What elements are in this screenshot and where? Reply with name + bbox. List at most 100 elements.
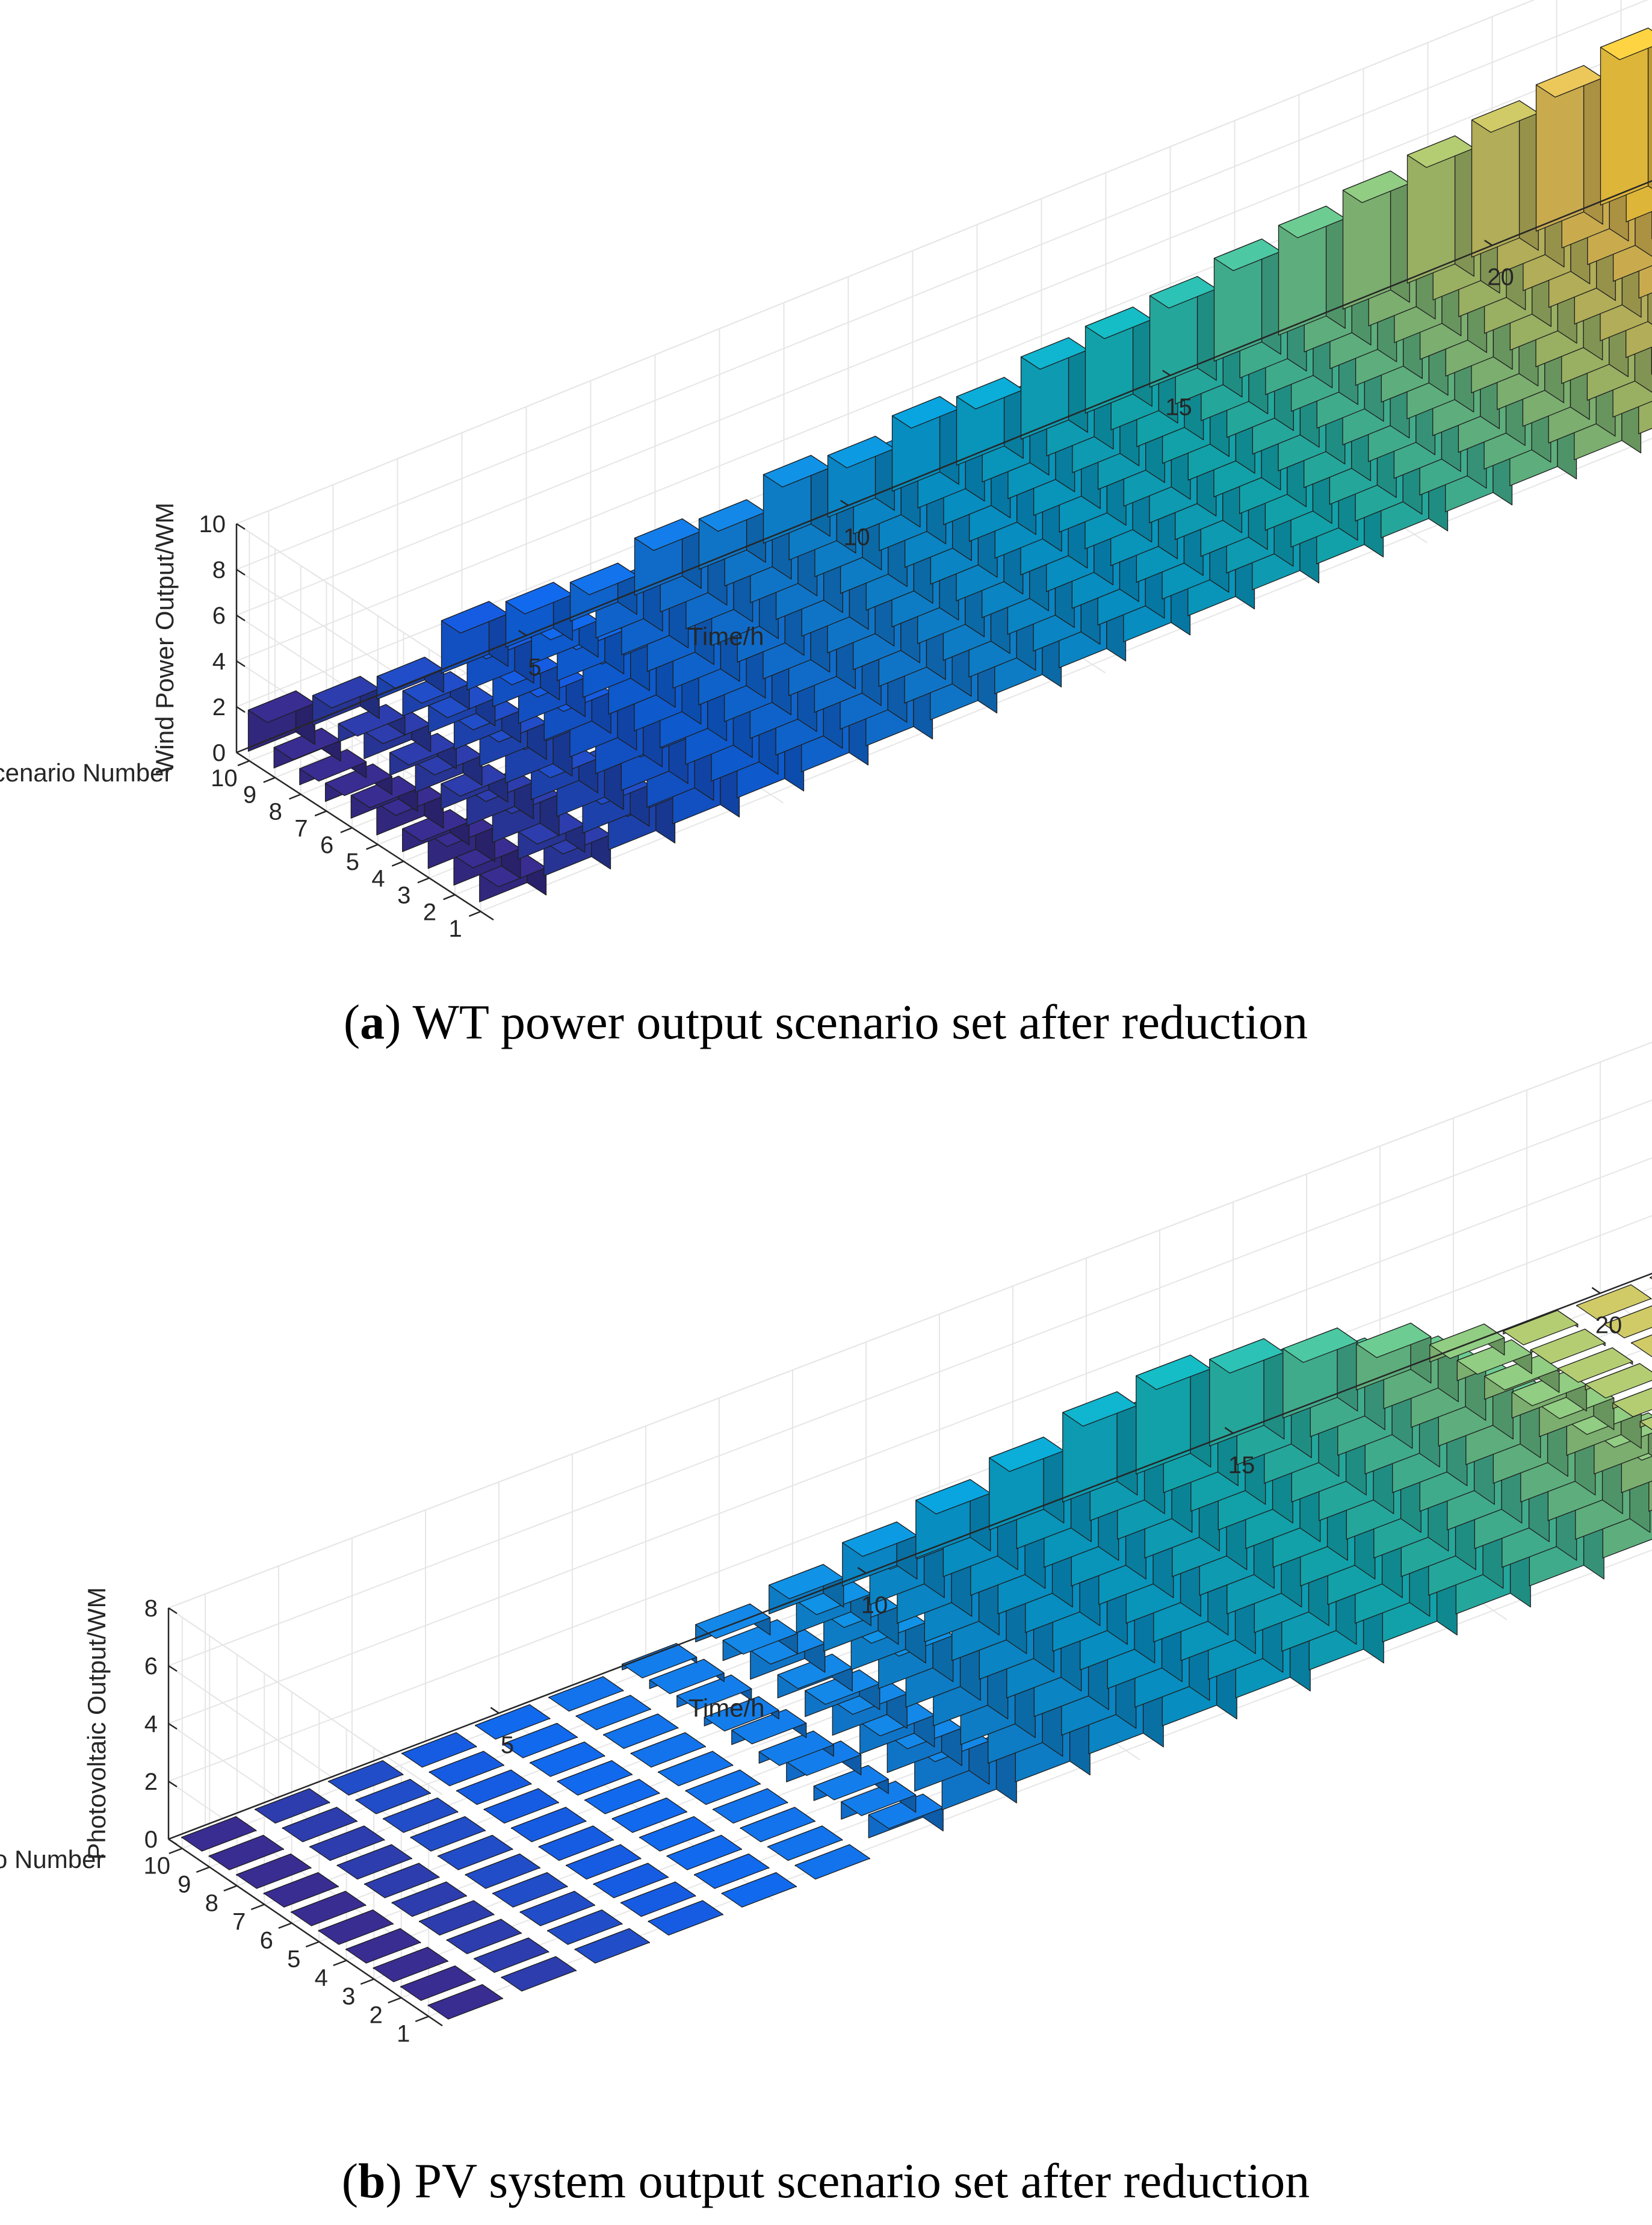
bar bbox=[704, 1696, 779, 1732]
bar-top-face bbox=[1530, 1329, 1606, 1364]
bar-top-face bbox=[519, 1890, 595, 1926]
bar-top-face bbox=[620, 1881, 696, 1917]
bar-top-face bbox=[1576, 1284, 1652, 1320]
y-tick-label: 7 bbox=[232, 1909, 246, 1935]
bar bbox=[827, 435, 895, 518]
bar-top-face bbox=[538, 1825, 614, 1861]
bar bbox=[763, 455, 831, 544]
bar-top-face bbox=[299, 749, 367, 782]
bar bbox=[181, 1816, 257, 1852]
z-tick-label: 4 bbox=[144, 1711, 158, 1737]
caption-b: (b) PV system output scenario set after … bbox=[342, 2153, 1310, 2208]
y-tick-mark bbox=[417, 877, 430, 884]
caption-a-open-paren: ( bbox=[344, 995, 360, 1049]
bar bbox=[685, 1769, 761, 1805]
bar-top-face bbox=[584, 1778, 660, 1814]
bar bbox=[891, 396, 959, 492]
bar-top-face bbox=[694, 1853, 770, 1889]
bar-top-face bbox=[328, 1760, 404, 1796]
bar bbox=[1356, 1323, 1432, 1391]
y-tick-label: 2 bbox=[423, 899, 436, 925]
bar bbox=[989, 1436, 1065, 1531]
bar bbox=[1612, 1387, 1652, 1417]
bar-top-face bbox=[236, 1853, 312, 1889]
y-tick-label: 10 bbox=[211, 765, 238, 792]
z-tick-label: 2 bbox=[144, 1769, 158, 1795]
x-tick-mark bbox=[1484, 240, 1493, 246]
bar-top-face bbox=[622, 1643, 698, 1678]
bar-top-face bbox=[373, 1946, 448, 1982]
bar bbox=[1471, 100, 1539, 258]
y-tick-label: 5 bbox=[346, 849, 359, 875]
bar-top-face bbox=[263, 1872, 339, 1908]
z-tick-label: 4 bbox=[212, 648, 226, 675]
bar-side-face bbox=[1647, 27, 1652, 189]
bar bbox=[1084, 306, 1152, 414]
bar-top-face bbox=[383, 1797, 459, 1833]
y-tick-mark bbox=[223, 1885, 238, 1892]
bar bbox=[1278, 205, 1346, 336]
bar-top-face bbox=[355, 1778, 431, 1814]
bar-top-face bbox=[566, 1844, 642, 1880]
y-tick-label: 4 bbox=[371, 866, 385, 892]
caption-a: (a) WT power output scenario set after r… bbox=[344, 995, 1308, 1049]
bar bbox=[318, 1909, 394, 1945]
z-tick-mark bbox=[168, 1665, 178, 1672]
bar bbox=[474, 1937, 549, 1973]
bar bbox=[505, 582, 573, 648]
bar-top-face bbox=[419, 1900, 495, 1936]
bar bbox=[842, 1521, 918, 1587]
bar bbox=[530, 1741, 605, 1777]
z-tick-mark bbox=[236, 706, 246, 713]
bar-top-face bbox=[364, 1863, 440, 1899]
y-tick-label: 2 bbox=[370, 2002, 383, 2029]
bar-top-face bbox=[676, 1674, 752, 1710]
z-axis: 0 2 4 6 8 10 Wind Power Output/WM bbox=[150, 503, 246, 774]
y-tick-label: 3 bbox=[397, 883, 410, 909]
bar-top-face bbox=[1631, 1334, 1652, 1358]
bar-top-face bbox=[649, 1659, 725, 1695]
bar-side-face bbox=[1454, 135, 1474, 277]
bar-top-face bbox=[456, 1769, 532, 1805]
y-tick-label: 6 bbox=[320, 832, 333, 858]
z-tick-mark bbox=[168, 1780, 178, 1788]
bar bbox=[309, 1825, 385, 1861]
bar bbox=[446, 1919, 522, 1955]
bar bbox=[312, 675, 380, 726]
bar bbox=[547, 1909, 623, 1945]
bar-top-face bbox=[639, 1816, 715, 1852]
z-tick-label: 6 bbox=[144, 1653, 158, 1680]
bar bbox=[648, 1900, 723, 1936]
caption-b-close-paren: ) bbox=[386, 2153, 415, 2208]
bar-side-face bbox=[1583, 65, 1603, 225]
x-tick-mark bbox=[840, 500, 849, 506]
bar bbox=[1342, 170, 1410, 310]
bar-top-face bbox=[1282, 1327, 1358, 1363]
bar bbox=[1406, 135, 1474, 284]
box-edge bbox=[236, 0, 1535, 524]
bar-top-face bbox=[181, 1816, 257, 1852]
y-tick-mark bbox=[289, 793, 302, 800]
bar-top-face bbox=[1585, 1363, 1652, 1398]
z-axis: 0 2 4 6 8 Photovoltaic Output/WM bbox=[82, 1587, 178, 1860]
bar bbox=[721, 1872, 797, 1908]
caption-b-letter: b bbox=[358, 2153, 386, 2208]
bar bbox=[569, 562, 637, 622]
bar bbox=[575, 1695, 651, 1731]
y-axis-line bbox=[168, 1838, 443, 2027]
y-tick-mark bbox=[314, 810, 327, 817]
x-tick-label: 20 bbox=[1595, 1312, 1623, 1338]
bar bbox=[299, 749, 367, 786]
bar-top-face bbox=[502, 1722, 578, 1758]
bar bbox=[1535, 65, 1603, 232]
z-tick-mark bbox=[236, 660, 246, 668]
bar-top-face bbox=[391, 1881, 467, 1917]
z-tick-label: 10 bbox=[199, 511, 226, 538]
y-tick-mark bbox=[196, 1866, 210, 1873]
bar-top-face bbox=[548, 1676, 624, 1712]
caption-b-open-paren: ( bbox=[342, 2153, 358, 2208]
